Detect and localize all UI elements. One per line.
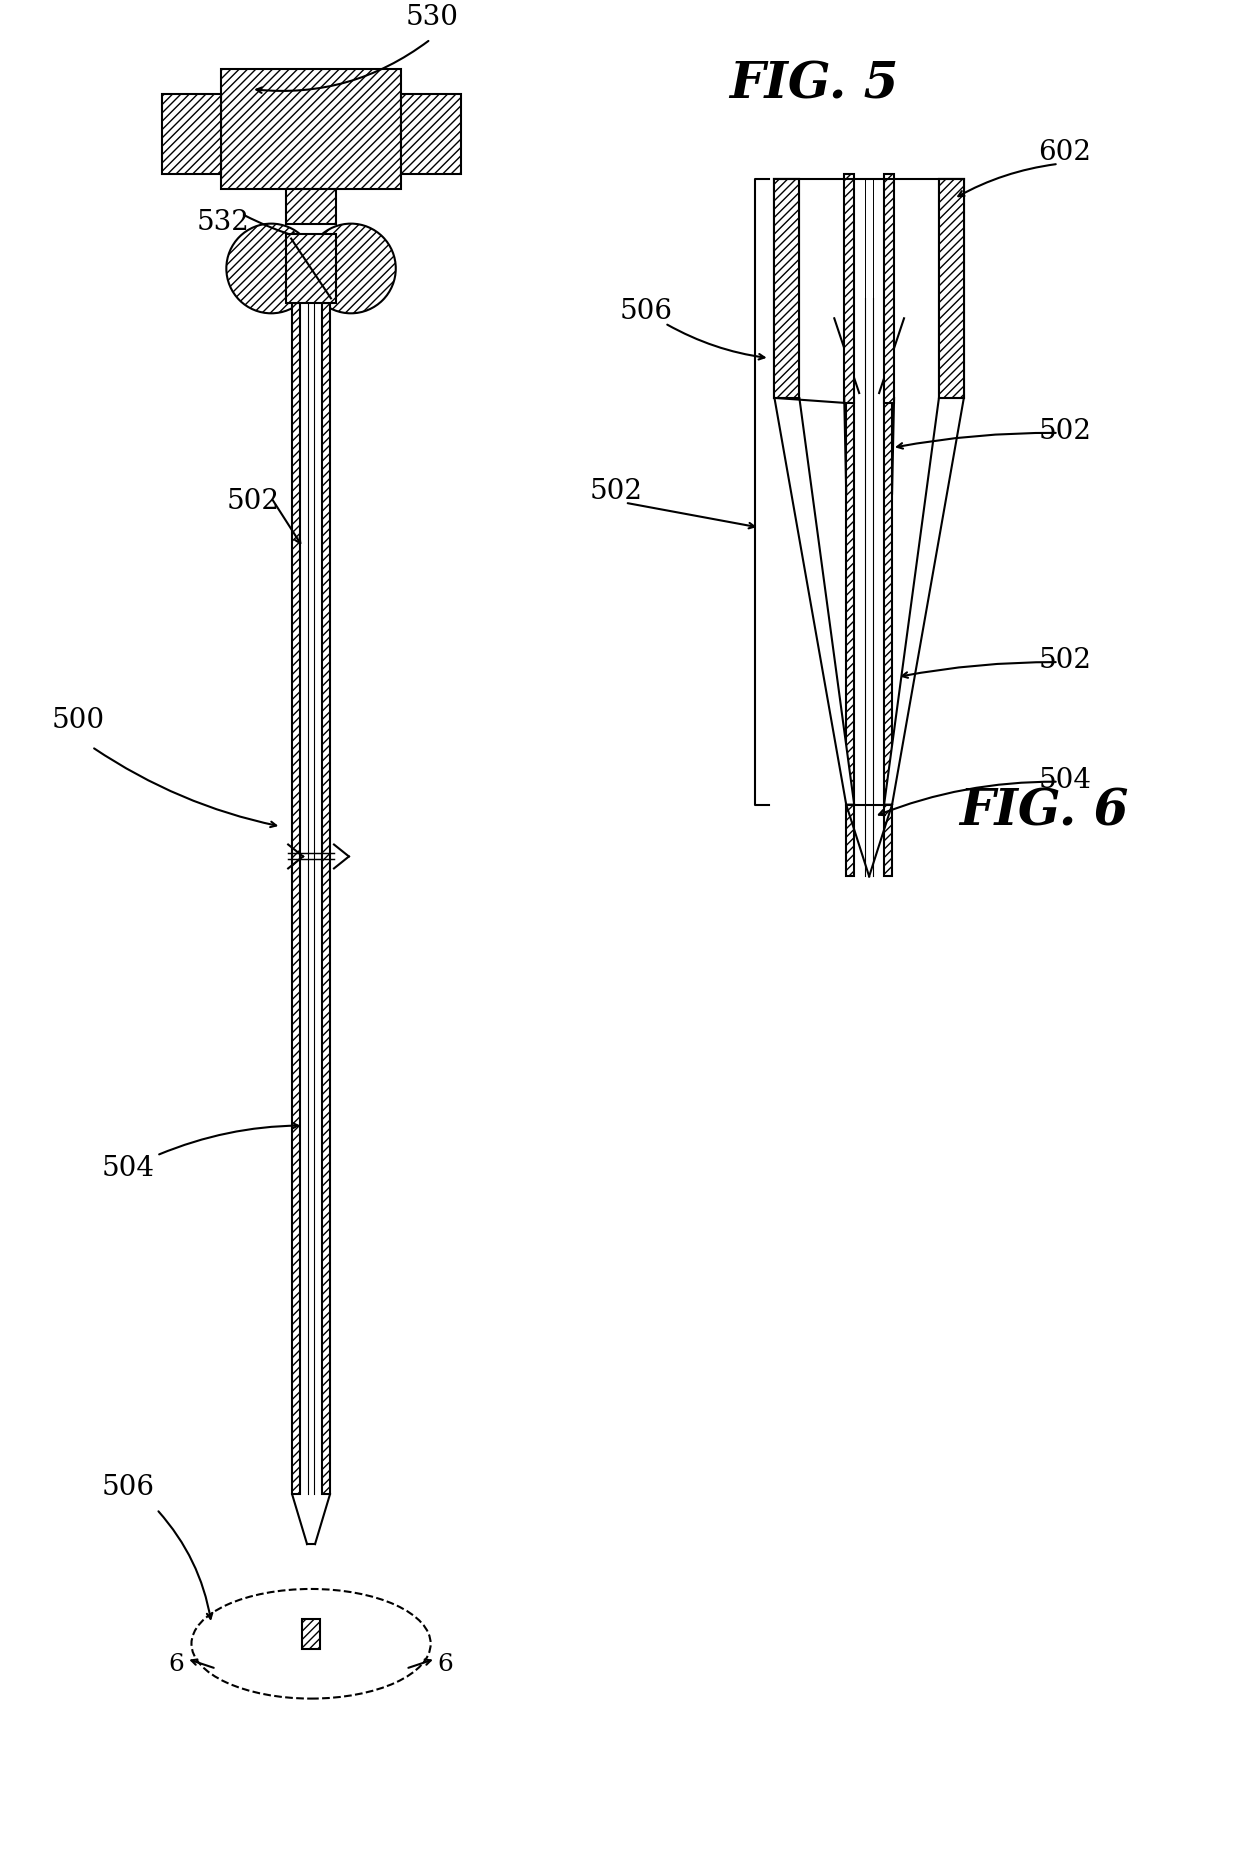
Text: 502: 502 [1039,418,1091,444]
Bar [293,303,300,1495]
Circle shape [306,225,396,315]
Text: 500: 500 [52,706,105,734]
Text: 602: 602 [1039,139,1091,165]
Bar [884,399,892,877]
Circle shape [227,225,316,315]
Bar [939,180,963,399]
Bar [775,180,800,399]
Bar [401,96,460,174]
Text: 530: 530 [405,4,459,32]
Text: 502: 502 [1039,646,1091,674]
Bar [884,174,894,405]
Text: 6: 6 [169,1652,185,1674]
Bar [844,174,854,405]
Polygon shape [775,399,854,805]
Text: 506: 506 [102,1474,155,1500]
Bar [286,234,336,303]
Bar [322,303,330,1495]
Bar [846,399,854,877]
Bar [939,180,963,399]
Bar [293,303,300,1495]
Text: 502: 502 [227,487,279,515]
Bar [846,399,854,877]
Bar [303,1618,320,1648]
Bar [884,174,894,405]
Text: 502: 502 [590,478,644,504]
Text: 506: 506 [620,298,673,326]
Bar [161,96,222,174]
Bar [222,69,401,189]
Bar [884,399,892,877]
Bar [775,180,800,399]
Bar [322,303,330,1495]
Text: 532: 532 [196,208,249,236]
Bar [161,96,222,174]
Bar [286,189,336,225]
Bar [401,96,460,174]
Text: FIG. 5: FIG. 5 [729,60,899,109]
Bar [775,180,800,399]
Bar [222,69,401,189]
Bar [303,1618,320,1648]
Bar [286,189,336,225]
Bar [939,180,963,399]
Polygon shape [884,399,963,805]
Text: 504: 504 [102,1156,155,1182]
Text: 6: 6 [438,1652,454,1674]
Text: 504: 504 [1039,766,1091,794]
Bar [939,180,963,399]
Bar [844,174,854,405]
Bar [286,234,336,303]
Bar [775,180,800,399]
Text: FIG. 6: FIG. 6 [959,787,1128,835]
Polygon shape [800,180,939,399]
